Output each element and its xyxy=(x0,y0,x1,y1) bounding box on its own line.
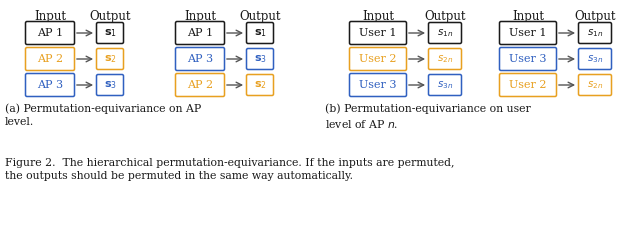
FancyBboxPatch shape xyxy=(97,22,124,43)
FancyBboxPatch shape xyxy=(246,22,273,43)
Text: Output: Output xyxy=(574,10,616,23)
Text: Output: Output xyxy=(424,10,466,23)
Text: $s_{1n}$: $s_{1n}$ xyxy=(437,27,453,39)
Text: Input: Input xyxy=(512,10,544,23)
Text: Figure 2.  The hierarchical permutation-equivariance. If the inputs are permuted: Figure 2. The hierarchical permutation-e… xyxy=(5,158,454,181)
Text: (b) Permutation-equivariance on user
level of AP $n$.: (b) Permutation-equivariance on user lev… xyxy=(325,103,531,130)
Text: $s_{2n}$: $s_{2n}$ xyxy=(587,79,603,91)
FancyBboxPatch shape xyxy=(499,73,557,96)
FancyBboxPatch shape xyxy=(26,73,74,96)
Text: $s_{3n}$: $s_{3n}$ xyxy=(437,79,453,91)
FancyBboxPatch shape xyxy=(246,74,273,95)
Text: $\mathbf{s}_{2}$: $\mathbf{s}_{2}$ xyxy=(253,79,266,91)
FancyBboxPatch shape xyxy=(97,49,124,70)
FancyBboxPatch shape xyxy=(246,49,273,70)
Text: Input: Input xyxy=(34,10,66,23)
Text: $s_{1n}$: $s_{1n}$ xyxy=(587,27,603,39)
FancyBboxPatch shape xyxy=(579,22,611,43)
FancyBboxPatch shape xyxy=(579,74,611,95)
Text: AP 2: AP 2 xyxy=(37,54,63,64)
Text: $\mathbf{s}_{2}$: $\mathbf{s}_{2}$ xyxy=(104,53,116,65)
FancyBboxPatch shape xyxy=(579,49,611,70)
FancyBboxPatch shape xyxy=(499,21,557,44)
FancyBboxPatch shape xyxy=(175,48,225,71)
FancyBboxPatch shape xyxy=(349,73,406,96)
Text: $\mathbf{s}_{1}$: $\mathbf{s}_{1}$ xyxy=(104,27,116,39)
Text: AP 2: AP 2 xyxy=(187,80,213,90)
Text: User 3: User 3 xyxy=(509,54,547,64)
Text: Input: Input xyxy=(362,10,394,23)
Text: User 2: User 2 xyxy=(509,80,547,90)
FancyBboxPatch shape xyxy=(349,48,406,71)
Text: User 1: User 1 xyxy=(359,28,397,38)
Text: $s_{2n}$: $s_{2n}$ xyxy=(437,53,453,65)
FancyBboxPatch shape xyxy=(26,21,74,44)
FancyBboxPatch shape xyxy=(26,48,74,71)
Text: User 2: User 2 xyxy=(359,54,397,64)
FancyBboxPatch shape xyxy=(349,21,406,44)
Text: Input: Input xyxy=(184,10,216,23)
Text: $s_{3n}$: $s_{3n}$ xyxy=(587,53,603,65)
FancyBboxPatch shape xyxy=(97,74,124,95)
Text: AP 1: AP 1 xyxy=(187,28,213,38)
FancyBboxPatch shape xyxy=(429,74,461,95)
FancyBboxPatch shape xyxy=(175,73,225,96)
Text: $\mathbf{s}_{3}$: $\mathbf{s}_{3}$ xyxy=(104,79,116,91)
Text: $\mathbf{s}_{1}$: $\mathbf{s}_{1}$ xyxy=(253,27,266,39)
FancyBboxPatch shape xyxy=(429,22,461,43)
Text: (a) Permutation-equivariance on AP
level.: (a) Permutation-equivariance on AP level… xyxy=(5,103,201,127)
Text: User 1: User 1 xyxy=(509,28,547,38)
Text: AP 3: AP 3 xyxy=(187,54,213,64)
Text: User 3: User 3 xyxy=(359,80,397,90)
Text: AP 1: AP 1 xyxy=(37,28,63,38)
FancyBboxPatch shape xyxy=(499,48,557,71)
Text: $\mathbf{s}_{3}$: $\mathbf{s}_{3}$ xyxy=(253,53,266,65)
FancyBboxPatch shape xyxy=(429,49,461,70)
FancyBboxPatch shape xyxy=(175,21,225,44)
Text: AP 3: AP 3 xyxy=(37,80,63,90)
Text: Output: Output xyxy=(239,10,281,23)
Text: Output: Output xyxy=(89,10,131,23)
